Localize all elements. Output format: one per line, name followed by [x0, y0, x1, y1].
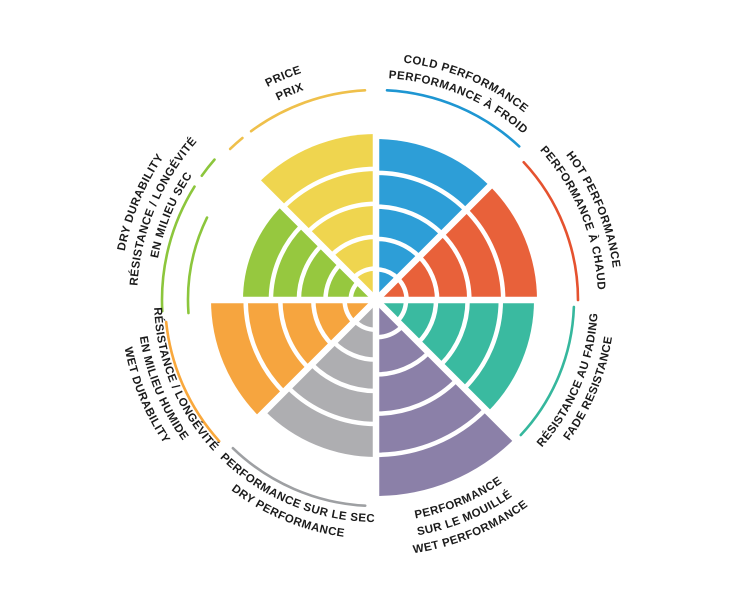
- guide-arc-cold-performance-1: [385, 88, 521, 148]
- ring-cold-performance-3: [375, 204, 444, 236]
- guide-arc-hot-performance-1: [522, 160, 580, 302]
- ring-cold-performance-4: [375, 170, 468, 212]
- ring-dry-performance-2: [332, 340, 377, 362]
- wedge-fade-resistance: [376, 300, 534, 412]
- wedge-dry-durability: [243, 205, 376, 300]
- guide-arc-dry-durability-3: [186, 216, 209, 315]
- ring-wet-performance-4: [375, 407, 488, 458]
- divider-45deg: [373, 152, 524, 303]
- ring-fade-resistance-2: [416, 299, 439, 345]
- ring-wet-durability-2: [311, 299, 334, 346]
- ring-price-2: [329, 234, 377, 258]
- ring-wet-performance-3: [375, 378, 458, 416]
- ring-fade-resistance-4: [462, 299, 504, 390]
- guide-arc-wet-durability-1: [164, 320, 221, 443]
- divider-315deg: [228, 152, 379, 303]
- ring-dry-durability-3: [296, 243, 324, 301]
- ring-price-4: [281, 166, 377, 209]
- guide-arc-dry-durability-1: [160, 185, 196, 313]
- ring-wet-performance-2: [375, 351, 431, 377]
- wedge-price: [258, 134, 376, 300]
- guide-arc-fade-resistance-1: [519, 305, 576, 437]
- ring-dry-durability-4: [268, 224, 304, 301]
- ring-wet-durability-4: [243, 299, 286, 394]
- ring-hot-performance-4: [464, 208, 506, 301]
- wedge-cold-performance: [376, 139, 490, 300]
- ring-fade-resistance-3: [439, 299, 470, 367]
- wedge-hot-performance: [376, 186, 537, 300]
- divider-135deg: [373, 297, 524, 448]
- divider-225deg: [228, 297, 379, 448]
- ring-hot-performance-2: [417, 255, 440, 301]
- ring-dry-performance-3: [310, 362, 377, 394]
- ring-wet-durability-3: [278, 299, 310, 370]
- ring-price-3: [306, 201, 377, 234]
- wedge-dry-performance: [264, 300, 376, 457]
- ring-hot-performance-3: [440, 232, 472, 301]
- ring-cold-performance-2: [375, 236, 421, 259]
- guide-arc-price-2: [249, 88, 367, 133]
- guide-arc-dry-performance-1: [231, 446, 367, 508]
- guide-arc-price-1: [228, 136, 244, 151]
- ring-dry-performance-4: [286, 386, 377, 427]
- guide-arc-dry-durability-2: [200, 158, 216, 178]
- wedge-wet-durability: [211, 300, 376, 417]
- wedge-wet-performance: [376, 300, 515, 496]
